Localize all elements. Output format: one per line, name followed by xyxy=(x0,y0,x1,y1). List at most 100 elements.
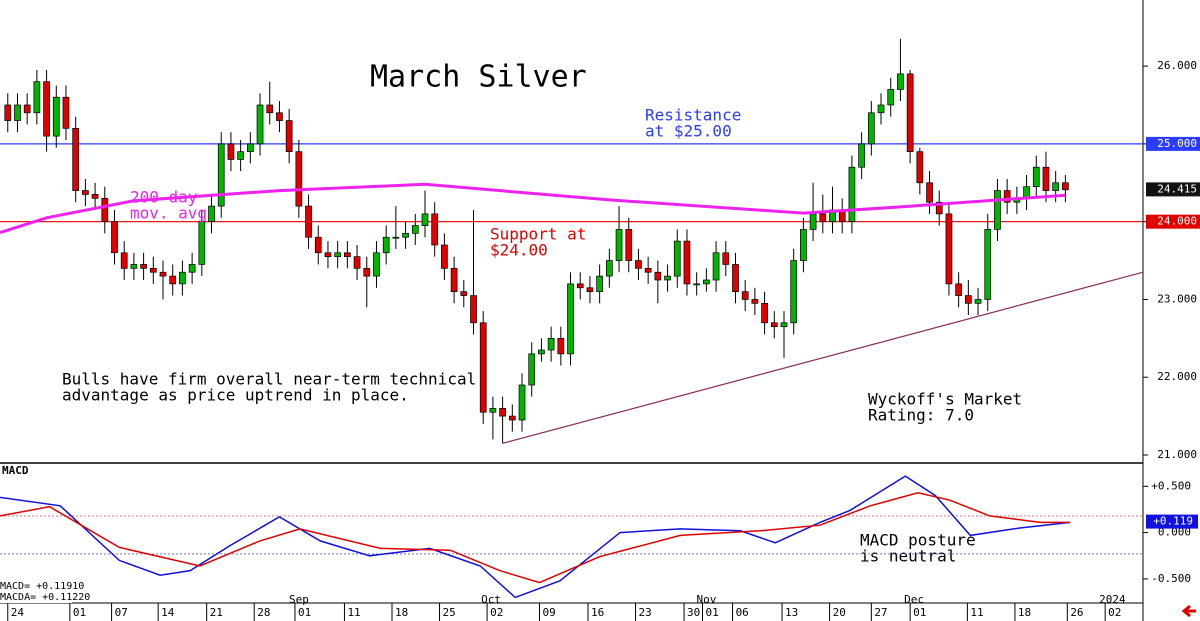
x-tick-label: 01 xyxy=(298,606,311,619)
macd-y-tick-label: +0.500 xyxy=(1151,479,1191,492)
candle-body xyxy=(567,283,574,355)
x-tick-label: 11 xyxy=(347,606,360,619)
candle-body xyxy=(82,190,89,195)
x-tick-label: 02 xyxy=(490,606,503,619)
candle-body xyxy=(421,213,429,226)
macd-readout: MACD= +0.11910 xyxy=(0,581,84,592)
x-tick-label: 01 xyxy=(73,606,86,619)
candle-body xyxy=(887,89,895,106)
candle-body xyxy=(266,104,274,114)
candle-body xyxy=(605,260,613,277)
candle-body xyxy=(402,232,409,238)
macd-last-box xyxy=(1146,514,1198,529)
candle-body xyxy=(848,166,856,223)
candle-body xyxy=(654,271,662,281)
x-tick-label: 01 xyxy=(705,606,718,619)
candle-body xyxy=(722,252,730,265)
x-tick-label: 26 xyxy=(1070,606,1083,619)
panel-label: MACD xyxy=(2,464,29,477)
candle-body xyxy=(1042,166,1050,191)
x-tick-label: 30 xyxy=(687,606,700,619)
candle-body xyxy=(363,267,371,277)
candle-body xyxy=(52,96,60,137)
annotation: Support at xyxy=(490,225,586,244)
candle-body xyxy=(751,299,759,304)
x-tick-label: 09 xyxy=(542,606,555,619)
candle-body xyxy=(111,221,118,254)
candle-body xyxy=(62,96,70,129)
x-tick-label: 07 xyxy=(115,606,128,619)
candle-body xyxy=(683,240,691,285)
x-tick-label: 14 xyxy=(161,606,175,619)
candle-body xyxy=(227,143,235,160)
candle-body xyxy=(819,213,827,223)
candle-body xyxy=(557,337,565,355)
annotation: Rating: 7.0 xyxy=(868,406,974,425)
x-tick-label: 27 xyxy=(874,606,887,619)
macd-readout: MACDA= +0.11220 xyxy=(0,592,90,603)
y-tick-label: 22.000 xyxy=(1157,370,1197,383)
candle-body xyxy=(460,291,468,296)
annotation: advantage as price uptrend in place. xyxy=(62,386,409,405)
y-tick-label: 21.000 xyxy=(1157,448,1197,461)
candle-body xyxy=(693,283,701,286)
candle-body xyxy=(1062,182,1069,191)
month-label: 2024 xyxy=(1099,593,1126,606)
x-tick-label: 06 xyxy=(736,606,749,619)
candle-body xyxy=(770,322,778,328)
candle-body xyxy=(780,322,788,328)
candle-body xyxy=(1003,190,1011,203)
moving-average xyxy=(0,182,1066,235)
candle-body xyxy=(858,143,865,168)
candle-body xyxy=(188,264,196,273)
candle-body xyxy=(159,271,167,277)
candle-body xyxy=(508,415,516,421)
candle-body xyxy=(314,236,322,254)
candle-body xyxy=(431,213,439,246)
trend-line xyxy=(502,271,1144,444)
candle-body xyxy=(256,104,264,145)
candle-body xyxy=(169,275,177,285)
candle-body xyxy=(198,221,206,265)
candle-body xyxy=(334,252,342,258)
chart-title: March Silver xyxy=(370,60,587,95)
candle-body xyxy=(1032,166,1040,188)
candle-body xyxy=(984,229,992,300)
candle-body xyxy=(33,81,41,114)
candle-body xyxy=(964,295,972,304)
candle-body xyxy=(411,225,419,234)
candle-body xyxy=(479,322,487,413)
candle-body xyxy=(673,240,681,277)
candle-body xyxy=(538,349,545,355)
candle-body xyxy=(732,264,739,293)
candle-body xyxy=(179,271,186,285)
x-tick-label: 28 xyxy=(257,606,270,619)
level-box xyxy=(1146,214,1200,229)
x-tick-label: 23 xyxy=(639,606,652,619)
last-price-label: 24.415 xyxy=(1157,182,1197,195)
candle-body xyxy=(441,244,448,269)
x-tick-label: 01 xyxy=(913,606,926,619)
candle-body xyxy=(382,236,390,254)
candle-body xyxy=(14,104,21,121)
candle-body xyxy=(120,252,128,269)
candle-body xyxy=(305,205,312,238)
candle-body xyxy=(130,264,138,269)
candle-body xyxy=(635,260,642,269)
x-tick-label: 21 xyxy=(210,606,223,619)
candle-body xyxy=(324,252,332,258)
candle-body xyxy=(72,127,80,191)
macd-y-tick-label: 0.000 xyxy=(1158,526,1191,539)
candle-body xyxy=(373,252,380,277)
candle-body xyxy=(955,283,962,296)
candle-body xyxy=(916,151,924,184)
candle-body xyxy=(615,229,623,261)
scroll-arrow[interactable] xyxy=(1181,604,1196,618)
candle-body xyxy=(906,73,914,153)
x-tick-label: 11 xyxy=(970,606,983,619)
candle-body xyxy=(246,143,254,153)
candle-body xyxy=(489,407,497,413)
candle-body xyxy=(897,73,904,90)
candle-body xyxy=(935,201,943,215)
